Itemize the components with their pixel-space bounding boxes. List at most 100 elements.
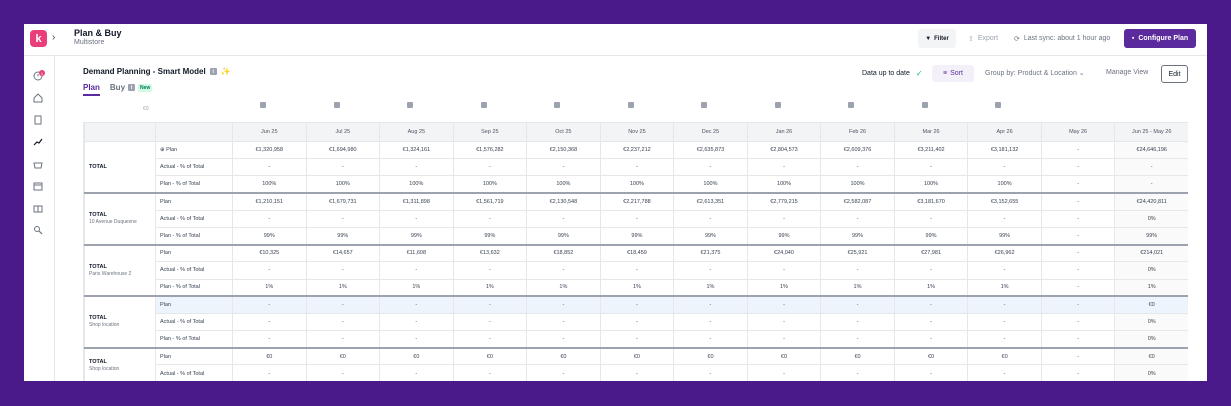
total-cell[interactable]: 99% <box>1114 226 1188 246</box>
table-cell[interactable]: - <box>746 364 822 381</box>
table-cell[interactable]: - <box>673 312 748 332</box>
table-cell[interactable]: - <box>452 209 528 228</box>
table-cell[interactable]: - <box>673 261 748 280</box>
table-cell[interactable]: €0 <box>305 346 381 366</box>
tab-plan[interactable]: Plan <box>83 83 100 96</box>
table-cell[interactable]: - <box>232 261 307 280</box>
table-cell[interactable]: - <box>1040 330 1116 349</box>
alert-icon[interactable] <box>32 70 44 82</box>
table-cell[interactable]: - <box>967 312 1042 332</box>
table-cell[interactable]: - <box>1040 209 1116 228</box>
total-cell[interactable]: €0 <box>1114 295 1188 314</box>
total-cell[interactable]: 0% <box>1114 364 1188 381</box>
table-cell[interactable]: €14,657 <box>305 243 381 263</box>
table-cell[interactable]: - <box>1040 312 1116 332</box>
table-cell[interactable]: 1% <box>673 278 748 297</box>
table-cell[interactable]: €2,613,351 <box>673 192 748 211</box>
table-cell[interactable]: €1,210,151 <box>232 192 307 211</box>
table-cell[interactable]: 99% <box>820 226 895 246</box>
table-cell[interactable]: - <box>820 364 895 381</box>
table-cell[interactable]: 99% <box>305 226 381 246</box>
total-cell[interactable]: - <box>1114 175 1188 194</box>
table-cell[interactable]: - <box>746 330 822 349</box>
table-cell[interactable]: 100% <box>746 175 822 194</box>
table-cell[interactable]: €2,779,215 <box>746 192 822 211</box>
column-header[interactable]: Dec 25 <box>673 122 748 142</box>
table-cell[interactable]: - <box>379 364 454 381</box>
table-cell[interactable]: - <box>820 295 895 314</box>
table-cell[interactable]: 1% <box>526 278 601 297</box>
table-cell[interactable]: - <box>305 158 381 177</box>
table-cell[interactable]: - <box>305 330 381 349</box>
table-cell[interactable]: €1,311,898 <box>379 192 454 211</box>
table-cell[interactable]: - <box>305 261 381 280</box>
table-cell[interactable]: - <box>820 261 895 280</box>
table-cell[interactable]: - <box>967 158 1042 177</box>
tools-icon[interactable] <box>32 224 44 236</box>
table-cell[interactable]: - <box>526 158 601 177</box>
table-cell[interactable]: €1,324,161 <box>379 140 454 160</box>
table-cell[interactable]: - <box>673 364 748 381</box>
table-cell[interactable]: - <box>673 295 748 314</box>
chevron-right-icon[interactable]: › <box>52 32 56 43</box>
table-cell[interactable]: - <box>232 312 307 332</box>
total-cell[interactable]: €0 <box>1114 346 1188 366</box>
table-cell[interactable]: - <box>599 330 675 349</box>
table-cell[interactable]: €0 <box>967 346 1042 366</box>
column-header[interactable]: Oct 25 <box>526 122 601 142</box>
table-cell[interactable]: - <box>746 158 822 177</box>
table-cell[interactable]: €1,679,731 <box>305 192 381 211</box>
column-header[interactable]: Aug 25 <box>379 122 454 142</box>
column-header[interactable]: Jun 25 - May 26 <box>1114 122 1188 142</box>
table-cell[interactable]: €0 <box>232 346 307 366</box>
table-cell[interactable]: - <box>893 158 969 177</box>
table-cell[interactable]: €1,576,282 <box>452 140 528 160</box>
table-cell[interactable]: - <box>452 295 528 314</box>
table-cell[interactable]: - <box>379 295 454 314</box>
table-cell[interactable]: 99% <box>673 226 748 246</box>
table-cell[interactable]: - <box>820 312 895 332</box>
table-cell[interactable]: €3,181,132 <box>967 140 1042 160</box>
table-cell[interactable]: 100% <box>452 175 528 194</box>
table-cell[interactable]: 100% <box>673 175 748 194</box>
manage-view-button[interactable]: Manage View <box>1106 69 1149 76</box>
export-button[interactable]: ⇧ Export <box>968 29 998 48</box>
group-by-dropdown[interactable]: Group by: Product & Location ⌄ <box>985 69 1085 77</box>
table-cell[interactable]: - <box>1040 278 1116 297</box>
metric-label[interactable]: ⊕ Plan <box>155 140 233 160</box>
table-cell[interactable]: - <box>599 158 675 177</box>
table-cell[interactable]: - <box>967 364 1042 381</box>
table-cell[interactable]: 1% <box>305 278 381 297</box>
configure-plan-button[interactable]: ▪ Configure Plan <box>1124 29 1196 48</box>
table-cell[interactable]: - <box>379 261 454 280</box>
table-cell[interactable]: - <box>820 330 895 349</box>
table-cell[interactable]: - <box>526 261 601 280</box>
table-cell[interactable]: 100% <box>379 175 454 194</box>
table-cell[interactable]: €26,962 <box>967 243 1042 263</box>
table-cell[interactable]: - <box>746 209 822 228</box>
table-cell[interactable]: - <box>893 295 969 314</box>
column-header[interactable]: Jan 26 <box>746 122 822 142</box>
sort-button[interactable]: ≡ Sort <box>932 65 974 82</box>
table-cell[interactable]: 99% <box>746 226 822 246</box>
table-cell[interactable]: €2,582,087 <box>820 192 895 211</box>
table-cell[interactable]: 100% <box>305 175 381 194</box>
table-cell[interactable]: - <box>746 261 822 280</box>
total-cell[interactable]: 0% <box>1114 261 1188 280</box>
table-cell[interactable]: - <box>452 158 528 177</box>
column-header[interactable]: Feb 26 <box>820 122 895 142</box>
table-cell[interactable]: - <box>526 209 601 228</box>
total-cell[interactable]: 0% <box>1114 312 1188 332</box>
table-cell[interactable]: €2,217,788 <box>599 192 675 211</box>
table-cell[interactable]: €10,325 <box>232 243 307 263</box>
table-cell[interactable]: 1% <box>746 278 822 297</box>
table-cell[interactable]: - <box>452 261 528 280</box>
table-cell[interactable]: €2,609,376 <box>820 140 895 160</box>
table-cell[interactable]: - <box>232 364 307 381</box>
table-cell[interactable]: - <box>967 295 1042 314</box>
column-header[interactable]: May 26 <box>1040 122 1116 142</box>
table-cell[interactable]: 1% <box>452 278 528 297</box>
table-cell[interactable]: €21,375 <box>673 243 748 263</box>
app-logo[interactable]: k <box>30 30 47 47</box>
table-cell[interactable]: - <box>379 330 454 349</box>
